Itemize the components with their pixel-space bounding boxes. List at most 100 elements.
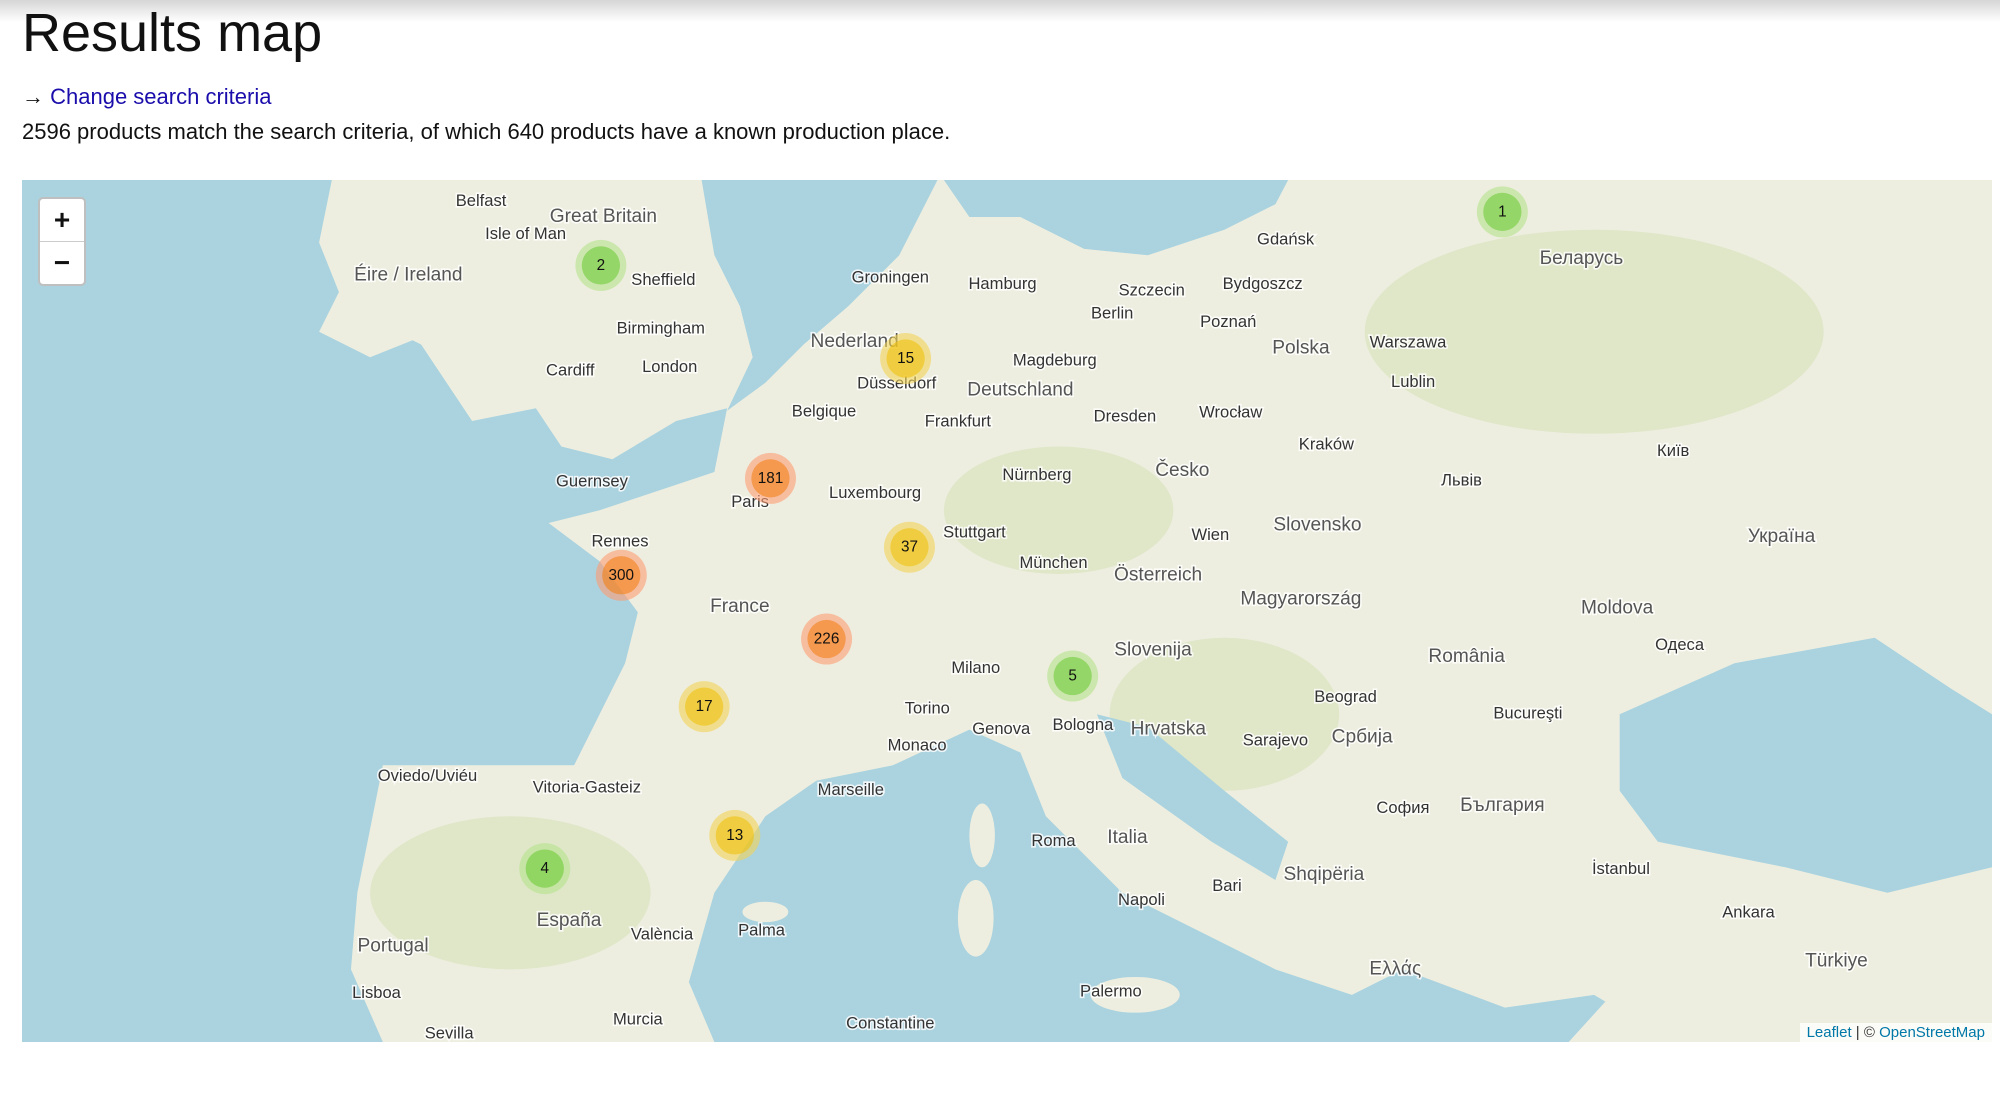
nav-line: → Change search criteria <box>22 84 271 110</box>
place-label: Isle of Man <box>485 224 566 243</box>
place-label: München <box>1019 553 1087 572</box>
place-label: Moldova <box>1581 597 1654 618</box>
place-label: Poznań <box>1200 312 1256 331</box>
cluster-marker <box>581 246 621 285</box>
place-label: Shqipëria <box>1283 864 1364 885</box>
place-label: Szczecin <box>1119 280 1185 299</box>
place-label: València <box>631 924 694 943</box>
sea <box>22 180 1992 1042</box>
place-label: Lublin <box>1391 372 1435 391</box>
place-label: Hrvatska <box>1131 719 1207 740</box>
place-label: Беларусь <box>1540 248 1624 269</box>
cluster-count: 5 <box>1068 668 1077 685</box>
place-label: Ankara <box>1722 903 1775 922</box>
place-label: Sevilla <box>425 1024 475 1042</box>
forest <box>370 229 1824 970</box>
place-label: Napoli <box>1118 890 1165 909</box>
place-label: Magyarország <box>1240 589 1361 610</box>
place-label: Frankfurt <box>925 412 992 431</box>
place-label: Constantine <box>846 1014 934 1033</box>
change-criteria-link[interactable]: Change search criteria <box>50 84 272 109</box>
place-label: Stuttgart <box>943 523 1006 542</box>
place-label: Oviedo/Uviéu <box>378 766 477 785</box>
place-label: Murcia <box>613 1010 663 1029</box>
place-label: Slovenija <box>1114 640 1192 661</box>
arrow: → <box>22 84 44 109</box>
attribution: Leaflet | © OpenStreetMap <box>1799 1023 1992 1042</box>
place-label: Slovensko <box>1273 515 1361 536</box>
place-label: Éire / Ireland <box>354 265 462 286</box>
place-label: España <box>537 910 602 931</box>
cluster-count: 300 <box>609 567 635 584</box>
place-label: Guernsey <box>556 472 629 491</box>
cluster-count: 1 <box>1498 203 1507 220</box>
cluster-count: 4 <box>541 860 550 877</box>
place-label: Beograd <box>1314 687 1377 706</box>
place-label: Torino <box>905 699 950 718</box>
place-label: Groningen <box>852 268 929 287</box>
place-label: Berlin <box>1091 303 1133 322</box>
place-label: Great Britain <box>550 206 657 227</box>
cluster-marker <box>1483 192 1522 232</box>
place-label: Wrocław <box>1199 403 1262 422</box>
cluster-count: 13 <box>726 827 743 844</box>
zoom-out[interactable]: − <box>40 241 84 284</box>
map-tiles: Great Britain Éire / Ireland Belfast Isle o… <box>22 180 1992 1042</box>
cluster-marker <box>685 687 724 726</box>
place-label: Milano <box>951 658 1000 677</box>
place-label: Birmingham <box>617 319 705 338</box>
place-label: Київ <box>1657 441 1690 460</box>
cluster-marker <box>602 556 641 595</box>
place-label: Monaco <box>888 736 947 755</box>
place-label: Львів <box>1441 470 1482 489</box>
place-label: Wien <box>1192 525 1230 544</box>
place-label: Polska <box>1272 337 1330 358</box>
cluster-marker <box>890 528 929 567</box>
place-label: Türkiye <box>1805 951 1868 972</box>
place-label: Gdańsk <box>1257 229 1315 248</box>
place-label: Palermo <box>1080 982 1142 1001</box>
cluster-marker <box>1053 656 1092 696</box>
place-label: Warszawa <box>1370 333 1447 352</box>
leaflet-link[interactable]: Leaflet <box>1806 1024 1852 1041</box>
place-label: Sarajevo <box>1243 730 1308 749</box>
place-label: London <box>642 357 697 376</box>
place-label: România <box>1428 646 1505 667</box>
place-label: Nederland <box>811 331 899 352</box>
cluster-marker <box>525 849 564 888</box>
page-title: Results map <box>22 3 323 63</box>
place-label: Dresden <box>1094 407 1157 426</box>
cluster-marker <box>807 619 846 659</box>
place-label: Magdeburg <box>1013 350 1097 369</box>
place-label: Palma <box>738 920 786 939</box>
zoom-control: + − <box>38 197 86 286</box>
place-label: Österreich <box>1114 564 1202 585</box>
place-label: Hamburg <box>968 274 1036 293</box>
cluster-marker <box>886 339 925 378</box>
place-label: Србија <box>1332 726 1393 747</box>
place-label: Nürnberg <box>1002 465 1071 484</box>
place-label: France <box>710 596 769 617</box>
place-label: Bologna <box>1052 715 1114 734</box>
place-label: Portugal <box>357 935 428 956</box>
place-label: Одеса <box>1655 635 1705 654</box>
top-shadow <box>0 0 2000 22</box>
map[interactable]: Great Britain Éire / Ireland Belfast Isle o… <box>22 180 1992 1042</box>
place-label: Cardiff <box>546 361 595 380</box>
cluster-count: 37 <box>901 539 918 556</box>
islands <box>319 180 1992 1042</box>
osm-link[interactable]: OpenStreetMap <box>1879 1024 1985 1041</box>
place-label: София <box>1376 798 1429 817</box>
place-label: Sheffield <box>631 270 695 289</box>
zoom-in[interactable]: + <box>53 204 71 235</box>
place-label: Luxembourg <box>829 483 921 502</box>
place-label: Belgique <box>792 401 856 420</box>
cluster-count: 181 <box>758 470 784 487</box>
cluster-count: 2 <box>597 257 606 274</box>
place-label: Italia <box>1107 827 1148 848</box>
place-label: Kraków <box>1299 435 1354 454</box>
place-label: Deutschland <box>967 379 1073 400</box>
cluster-marker <box>751 459 790 498</box>
place-label: България <box>1460 795 1544 816</box>
